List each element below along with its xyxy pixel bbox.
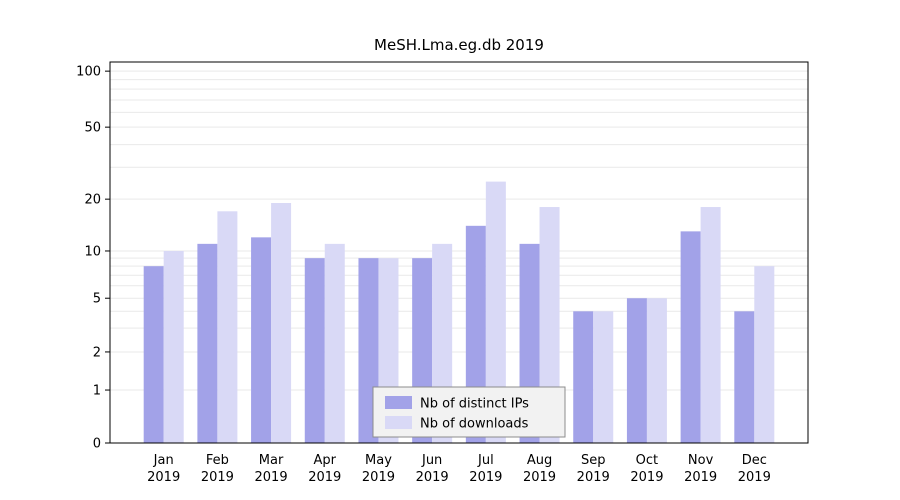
- bar-downloads: [163, 250, 184, 443]
- bar-distinct-ips: [304, 258, 325, 443]
- x-tick-label-year: 2019: [255, 470, 288, 485]
- y-tick-label: 2: [93, 345, 101, 360]
- x-tick-label-month: Feb: [206, 453, 229, 468]
- legend-swatch: [385, 416, 412, 429]
- bar-distinct-ips: [573, 311, 594, 443]
- x-tick-label-month: Mar: [259, 453, 284, 468]
- bar-downloads: [324, 243, 345, 443]
- x-tick-label-month: Apr: [314, 453, 337, 468]
- x-tick-label-month: Oct: [636, 453, 658, 468]
- y-tick-label: 100: [76, 65, 101, 80]
- x-tick-label-year: 2019: [630, 470, 663, 485]
- x-tick-label-month: Sep: [581, 453, 606, 468]
- y-tick-label: 50: [84, 121, 101, 136]
- bar-downloads: [754, 266, 775, 443]
- x-tick-label-year: 2019: [523, 470, 556, 485]
- x-tick-label-year: 2019: [147, 470, 180, 485]
- x-tick-label-month: Dec: [742, 453, 767, 468]
- bar-downloads: [271, 202, 292, 443]
- bar-downloads: [539, 207, 560, 443]
- x-tick-label-year: 2019: [416, 470, 449, 485]
- x-tick-label-year: 2019: [362, 470, 395, 485]
- x-tick-label-month: May: [365, 453, 392, 468]
- legend-label: Nb of distinct IPs: [420, 397, 529, 412]
- bar-distinct-ips: [680, 231, 701, 443]
- y-tick-label: 1: [93, 384, 101, 399]
- chart-title: MeSH.Lma.eg.db 2019: [374, 36, 544, 54]
- bar-distinct-ips: [197, 243, 218, 443]
- x-tick-label-year: 2019: [577, 470, 610, 485]
- bar-distinct-ips: [626, 298, 647, 443]
- legend-swatch: [385, 396, 412, 409]
- x-tick-label-year: 2019: [469, 470, 502, 485]
- bar-downloads: [700, 207, 721, 443]
- bar-downloads: [593, 311, 614, 443]
- y-tick-label: 5: [93, 292, 101, 307]
- legend: [372, 386, 566, 438]
- bar-downloads: [485, 181, 506, 443]
- y-tick-label: 20: [84, 193, 101, 208]
- x-tick-label-year: 2019: [738, 470, 771, 485]
- x-tick-label-month: Jul: [477, 453, 494, 468]
- x-tick-label-month: Aug: [527, 453, 552, 468]
- bar-distinct-ips: [251, 237, 272, 443]
- x-tick-label-year: 2019: [201, 470, 234, 485]
- y-tick-label: 10: [84, 244, 101, 259]
- bar-downloads: [646, 298, 667, 443]
- bar-downloads: [217, 211, 238, 443]
- y-tick-label: 0: [93, 437, 101, 452]
- x-tick-label-month: Jan: [153, 453, 174, 468]
- x-tick-label-month: Nov: [688, 453, 714, 468]
- x-tick-label-year: 2019: [684, 470, 717, 485]
- legend-label: Nb of downloads: [420, 417, 529, 432]
- bar-distinct-ips: [734, 311, 755, 443]
- x-tick-label-year: 2019: [308, 470, 341, 485]
- bar-distinct-ips: [143, 266, 164, 443]
- plot-border: [109, 61, 809, 444]
- x-tick-label-month: Jun: [421, 453, 442, 468]
